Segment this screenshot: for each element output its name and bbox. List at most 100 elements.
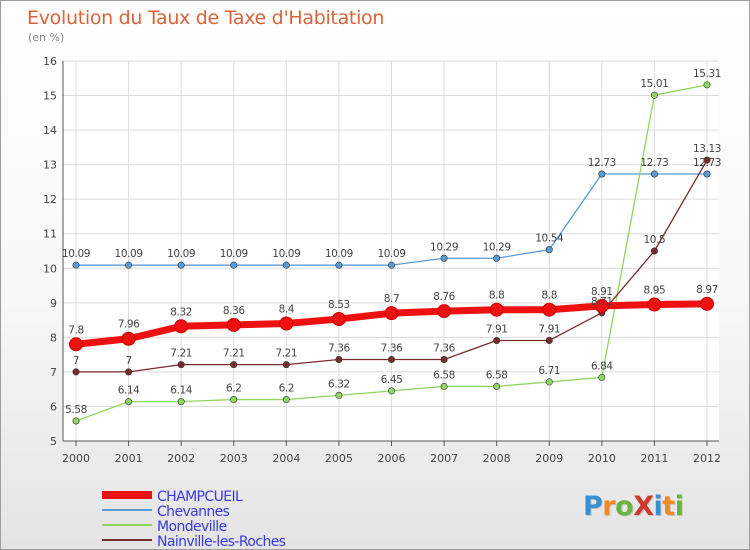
data-label: 6.58 — [433, 369, 455, 381]
logo-letter: i — [674, 491, 684, 522]
data-label: 7.36 — [328, 342, 350, 354]
data-point — [69, 337, 83, 352]
data-label: 12.73 — [640, 157, 668, 169]
data-label: 7.36 — [433, 342, 455, 354]
data-label: 8.91 — [591, 286, 613, 298]
y-tick-label: 10 — [43, 262, 57, 275]
data-point — [387, 261, 395, 269]
data-point — [125, 398, 133, 406]
data-point — [177, 398, 185, 406]
logo-letter: P — [583, 491, 603, 522]
legend-label: Chevannes — [157, 504, 230, 520]
logo-letter: o — [615, 491, 634, 522]
data-point — [598, 373, 606, 381]
data-label: 7 — [73, 355, 79, 367]
data-label: 10.09 — [272, 248, 300, 260]
data-point — [489, 302, 504, 317]
x-tick-label: 2011 — [640, 452, 668, 465]
data-point — [230, 396, 238, 404]
data-point — [125, 261, 133, 269]
data-label: 8.8 — [542, 290, 558, 302]
data-label: 6.45 — [381, 374, 403, 386]
data-label: 10.5 — [644, 234, 666, 246]
data-label: 15.01 — [640, 78, 668, 90]
data-label: 13.13 — [693, 143, 721, 155]
x-tick-label: 2000 — [62, 452, 90, 465]
data-point — [650, 91, 658, 99]
data-label: 10.09 — [115, 248, 143, 260]
data-point — [545, 378, 553, 386]
data-label: 7.36 — [381, 342, 403, 354]
data-point — [125, 368, 133, 376]
legend-label: Nainville-les-Roches — [157, 534, 286, 549]
data-label: 6.2 — [279, 383, 295, 395]
x-tick-label: 2009 — [535, 452, 563, 465]
x-tick-label: 2004 — [272, 452, 300, 465]
data-label: 8.36 — [223, 305, 245, 317]
data-point — [121, 331, 136, 346]
data-label: 10.09 — [325, 248, 353, 260]
x-tick-label: 2001 — [115, 452, 143, 465]
x-tick-label: 2006 — [378, 452, 406, 465]
data-label: 6.71 — [538, 365, 560, 377]
data-point — [440, 355, 448, 363]
data-point — [177, 261, 185, 269]
data-label: 7.96 — [118, 319, 140, 331]
data-point — [594, 298, 609, 313]
chart-title: Evolution du Taux de Taxe d'Habitation — [27, 7, 385, 29]
data-point — [650, 170, 658, 178]
data-point — [542, 302, 557, 317]
data-label: 15.31 — [693, 68, 721, 80]
data-label: 8.8 — [489, 290, 505, 302]
data-label: 6.2 — [226, 383, 242, 395]
legend-label: Mondeville — [157, 519, 227, 535]
y-tick-label: 7 — [50, 366, 57, 379]
data-point — [703, 156, 711, 164]
data-label: 7.21 — [275, 348, 297, 360]
data-label: 8.97 — [696, 284, 718, 296]
data-label: 7.21 — [170, 348, 192, 360]
data-label: 8.76 — [433, 291, 455, 303]
x-tick-label: 2002 — [167, 452, 195, 465]
data-point — [230, 361, 238, 369]
data-point — [703, 170, 711, 178]
x-tick-label: 2007 — [430, 452, 458, 465]
data-point — [650, 247, 658, 255]
data-label: 12.73 — [588, 157, 616, 169]
data-label: 8.53 — [328, 299, 350, 311]
data-label: 8.7 — [384, 293, 400, 305]
data-point — [440, 382, 448, 390]
data-point — [700, 296, 714, 311]
y-tick-label: 6 — [50, 400, 57, 413]
proxiti-logo: ProXiti — [583, 491, 684, 522]
logo-letter: t — [662, 491, 675, 522]
data-point — [493, 254, 501, 262]
data-point — [177, 361, 185, 369]
y-tick-label: 16 — [43, 55, 57, 68]
data-point — [72, 417, 80, 425]
legend-label: CHAMPCUEIL — [157, 489, 243, 505]
x-tick-label: 2010 — [588, 452, 616, 465]
data-label: 6.58 — [486, 369, 508, 381]
data-point — [335, 261, 343, 269]
data-point — [437, 304, 452, 319]
y-tick-label: 13 — [43, 159, 57, 172]
data-label: 6.32 — [328, 378, 350, 390]
data-point — [703, 81, 711, 89]
y-tick-label: 15 — [43, 90, 57, 103]
data-point — [387, 387, 395, 395]
data-label: 5.58 — [65, 404, 87, 416]
data-point — [335, 391, 343, 399]
data-label: 8.95 — [644, 285, 666, 297]
data-label: 10.29 — [483, 241, 511, 253]
x-tick-label: 2003 — [220, 452, 248, 465]
data-point — [230, 261, 238, 269]
x-tick-label: 2012 — [693, 452, 721, 465]
unit-label: (en %) — [28, 31, 65, 44]
x-tick-label: 2005 — [325, 452, 353, 465]
data-point — [384, 306, 399, 321]
data-label: 10.29 — [430, 241, 458, 253]
logo-letter: i — [653, 491, 663, 522]
